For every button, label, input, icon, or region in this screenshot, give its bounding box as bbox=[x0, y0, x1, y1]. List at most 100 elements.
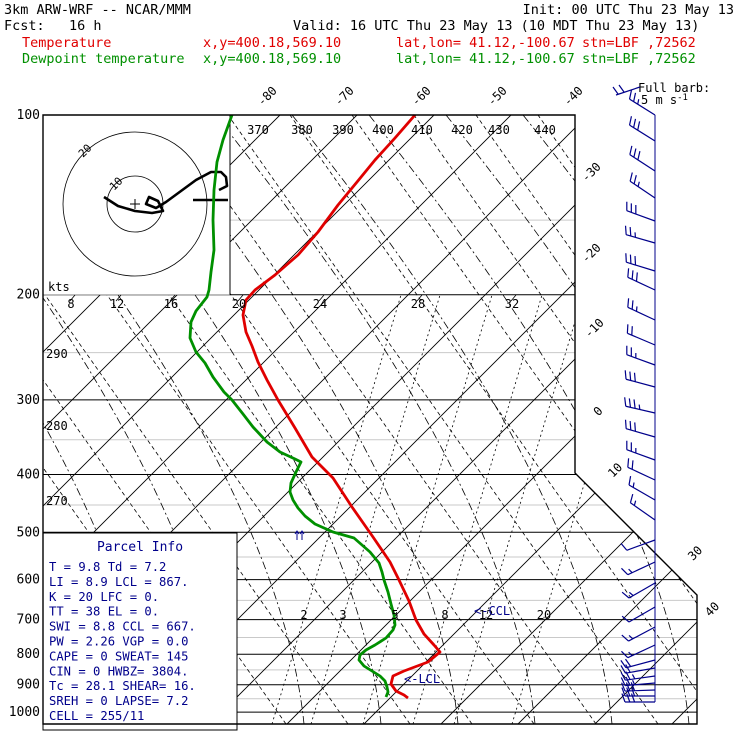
model-title: 3km ARW-WRF -- NCAR/MMM bbox=[4, 2, 191, 18]
hodograph-ring bbox=[62, 131, 208, 277]
dry-adiabat-label-top: 430 bbox=[488, 123, 510, 137]
barb-scale-legend: Full barb:5 m s-1 bbox=[612, 81, 710, 107]
barb-legend-line1: Full barb: bbox=[638, 81, 710, 95]
pressure-axis-label: 900 bbox=[17, 678, 40, 693]
barb-legend-glyph bbox=[612, 84, 641, 96]
dry-adiabat-label-top: 410 bbox=[411, 123, 433, 137]
parcel-info-row: SREH = 0 LAPSE= 7.2 bbox=[49, 694, 188, 708]
isotherm-label-right: 40 bbox=[702, 599, 722, 619]
parcel-info-row: TT = 38 EL = 0. bbox=[49, 605, 159, 619]
parcel-info-row: SWI = 8.8 CCL = 667. bbox=[49, 620, 196, 634]
pressure-axis-label: 1000 bbox=[9, 705, 40, 720]
pressure-axis-label: 400 bbox=[17, 467, 40, 482]
pressure-axis-label: 300 bbox=[17, 393, 40, 408]
isotherm-label-top: -50 bbox=[485, 84, 510, 109]
dry-adiabat-label-left: 270 bbox=[46, 494, 68, 508]
pressure-axis-label: 100 bbox=[17, 108, 40, 123]
parcel-info-row: CIN = 0 HWBZ= 3804. bbox=[49, 664, 188, 678]
moist-adiabat-label: 24 bbox=[313, 297, 327, 311]
parcel-info-row: Tc = 28.1 SHEAR= 16. bbox=[49, 679, 196, 693]
isotherm-label-right: 30 bbox=[685, 543, 705, 563]
wind-barb bbox=[624, 370, 656, 388]
dry-adiabat-label-top: 400 bbox=[372, 123, 394, 137]
wind-barb bbox=[627, 268, 656, 291]
wind-barb bbox=[620, 664, 656, 674]
mixing-ratio-label: 12 bbox=[479, 608, 493, 622]
hodograph-kts-label: kts bbox=[48, 280, 70, 294]
forecast-hour: Fcst: 16 h bbox=[4, 18, 102, 34]
isotherm-label-right: -10 bbox=[582, 316, 607, 341]
parcel-info-row: CAPE = 0 SWEAT= 145 bbox=[49, 649, 188, 663]
wind-barb bbox=[621, 561, 656, 576]
moist-adiabat-label: 28 bbox=[411, 297, 425, 311]
isotherm-label-top: -40 bbox=[561, 84, 586, 109]
temperature-station: stn=LBF ,72562 bbox=[582, 35, 696, 51]
wind-barb bbox=[621, 626, 656, 642]
init-time: Init: 00 UTC Thu 23 May 13 bbox=[522, 2, 734, 18]
ccl-annotation: <-CCL bbox=[474, 604, 510, 618]
isotherm-label-right: -30 bbox=[579, 160, 604, 185]
wind-barb bbox=[626, 440, 656, 461]
wind-barb bbox=[621, 693, 655, 703]
wind-barb bbox=[628, 116, 656, 142]
wind-barb bbox=[627, 458, 656, 481]
wind-barb bbox=[629, 145, 656, 172]
moist-adiabat-label: 12 bbox=[110, 297, 124, 311]
dry-adiabat-label-left: 280 bbox=[46, 419, 68, 433]
dry-adiabat-label-top: 370 bbox=[247, 123, 269, 137]
temperature-curve bbox=[241, 114, 442, 700]
dewpoint-station: stn=LBF ,72562 bbox=[582, 51, 696, 67]
wind-barb bbox=[626, 345, 656, 366]
valid-time: Valid: 16 UTC Thu 23 May 13 (10 MDT Thu … bbox=[293, 18, 700, 34]
barb-legend-line2: 5 m s-1 bbox=[641, 93, 688, 107]
wind-barb bbox=[628, 476, 656, 501]
dry-adiabat-label-top: 390 bbox=[332, 123, 354, 137]
wind-barb bbox=[626, 324, 656, 346]
pressure-axis-label: 500 bbox=[17, 525, 40, 540]
dewpoint-legend-label: Dewpoint temperature bbox=[22, 51, 185, 67]
wind-barb bbox=[628, 90, 656, 116]
wind-barb bbox=[621, 644, 656, 659]
isotherm-label-top: -80 bbox=[255, 84, 280, 109]
dry-adiabat-label-left: 290 bbox=[46, 347, 68, 361]
temperature-legend-label: Temperature bbox=[22, 35, 112, 51]
moist-adiabat-label: 8 bbox=[67, 297, 74, 311]
parcel-info-row: LI = 8.9 LCL = 867. bbox=[49, 575, 188, 589]
wind-barb bbox=[625, 253, 656, 272]
dry-adiabat-label-top: 420 bbox=[451, 123, 473, 137]
wind-barb bbox=[627, 298, 656, 321]
dry-adiabat-label-top: 380 bbox=[291, 123, 313, 137]
wind-barb bbox=[620, 658, 656, 669]
wind-barb bbox=[629, 172, 656, 199]
parcel-info-row: T = 9.8 Td = 7.2 bbox=[49, 560, 166, 574]
wind-barb bbox=[621, 582, 656, 599]
parcel-info-title: Parcel Info bbox=[97, 540, 183, 555]
mixing-ratio-label: 20 bbox=[537, 608, 551, 622]
dewpoint-curve bbox=[188, 114, 397, 698]
lcl-annotation: <-LCL bbox=[404, 672, 440, 686]
pressure-axis-label: 600 bbox=[17, 573, 40, 588]
hodograph-origin-cross bbox=[130, 199, 140, 209]
freezing-level-marker bbox=[294, 530, 305, 540]
wind-barb bbox=[624, 419, 656, 438]
wind-barb bbox=[620, 671, 656, 681]
moist-adiabat-label: 20 bbox=[232, 297, 246, 311]
isotherm-label-right: 0 bbox=[591, 404, 606, 419]
wind-barb bbox=[626, 201, 656, 222]
pressure-axis-label: 200 bbox=[17, 288, 40, 303]
moist-adiabat-label: 16 bbox=[164, 297, 178, 311]
pressure-axis-label: 700 bbox=[17, 613, 40, 628]
pressure-axis-label: 800 bbox=[17, 647, 40, 662]
parcel-info-box: Parcel Info T = 9.8 Td = 7.2LI = 8.9 LCL … bbox=[42, 532, 238, 731]
dewpoint-latlon: lat,lon= 41.12,-100.67 bbox=[396, 51, 575, 67]
wind-barb bbox=[624, 225, 656, 244]
mixing-ratio-label: 5 bbox=[391, 608, 398, 622]
dewpoint-gridpoint: x,y=400.18,569.10 bbox=[203, 51, 342, 67]
wind-barb bbox=[629, 493, 656, 521]
hodograph-trace bbox=[103, 170, 229, 215]
chart-frame bbox=[42, 114, 698, 725]
temperature-gridpoint: x,y=400.18,569.10 bbox=[203, 35, 342, 51]
